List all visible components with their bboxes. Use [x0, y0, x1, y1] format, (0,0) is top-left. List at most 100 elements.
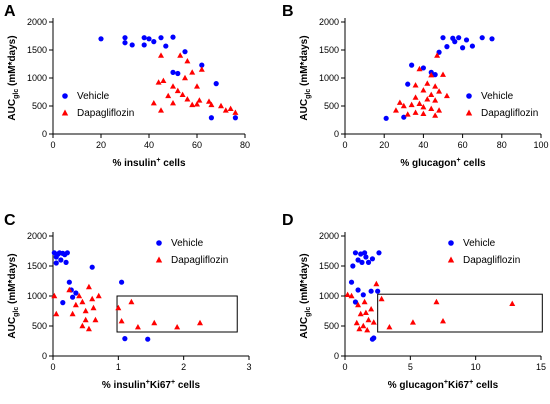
y-tick-label: 0 [42, 351, 47, 361]
legend-marker [448, 240, 454, 246]
data-point [194, 83, 200, 89]
data-point [79, 322, 86, 329]
data-point [373, 280, 380, 287]
data-point [412, 82, 419, 88]
y-tick-label: 0 [42, 129, 47, 139]
x-tick-label: 0 [342, 140, 347, 150]
data-point [189, 101, 196, 108]
data-point [376, 250, 382, 256]
data-point [196, 97, 203, 103]
data-point [53, 310, 60, 317]
data-point [352, 250, 359, 256]
data-point [115, 304, 122, 311]
legend-label: Dapagliflozin [463, 255, 520, 266]
data-point [361, 298, 368, 305]
data-point [122, 35, 128, 41]
x-tick-label: 3 [246, 362, 251, 372]
y-tick-label: 1500 [319, 261, 339, 271]
data-point [352, 299, 359, 305]
data-point [90, 304, 97, 311]
data-point [76, 292, 83, 299]
y-tick-label: 2000 [319, 231, 339, 241]
data-point [218, 102, 224, 109]
data-point [118, 318, 125, 324]
y-axis-label: AUCglc (mM*days) [299, 253, 312, 338]
data-point [344, 291, 351, 297]
data-point [420, 103, 427, 110]
x-tick-label: 15 [536, 362, 546, 372]
data-point [213, 81, 219, 87]
data-point [350, 263, 356, 269]
data-point [58, 257, 64, 263]
x-axis-label: % glucagon+ cells [400, 157, 486, 169]
highlight-box [377, 293, 543, 333]
data-point [98, 36, 104, 42]
y-tick-label: 1000 [319, 291, 339, 301]
legend-marker [61, 109, 69, 116]
data-point [434, 52, 441, 58]
data-point [165, 92, 172, 99]
data-point [151, 319, 158, 326]
legend-label: Dapagliflozin [77, 108, 134, 119]
data-point [227, 105, 234, 111]
data-point [179, 91, 186, 97]
data-point [119, 279, 125, 285]
data-point [129, 42, 135, 48]
data-point [409, 319, 416, 325]
data-point [355, 257, 361, 263]
data-point [72, 301, 79, 308]
data-point [177, 52, 184, 58]
data-point [197, 319, 203, 326]
data-point [170, 34, 176, 40]
data-point [66, 286, 73, 293]
data-point [92, 316, 99, 323]
data-point [440, 318, 446, 324]
data-point [175, 70, 181, 77]
data-point [432, 72, 438, 78]
data-point [158, 52, 164, 58]
data-point [182, 49, 188, 55]
data-point [85, 325, 92, 332]
data-point [358, 251, 364, 257]
data-point [443, 92, 450, 99]
x-tick-label: 100 [533, 140, 548, 150]
data-point [79, 298, 86, 305]
y-tick-label: 0 [334, 351, 339, 361]
data-point [420, 87, 427, 93]
y-tick-label: 1500 [27, 45, 47, 55]
y-axis-label: AUCglc (mM*days) [7, 253, 20, 338]
x-tick-label: 1 [116, 362, 121, 372]
x-tick-label: 5 [408, 362, 413, 372]
data-point [158, 107, 164, 113]
data-point [362, 250, 368, 256]
data-point [355, 287, 361, 293]
data-point [184, 58, 191, 64]
data-point [355, 301, 362, 308]
data-point [404, 111, 411, 117]
data-point [150, 100, 157, 106]
data-point [365, 259, 372, 265]
data-point [53, 260, 59, 266]
data-point [51, 250, 57, 256]
data-point [194, 101, 200, 107]
data-point [469, 43, 475, 49]
data-point [428, 105, 435, 111]
series-dapagliflozin [392, 52, 450, 118]
data-point [383, 115, 389, 121]
data-point [232, 109, 239, 115]
legend-marker [155, 256, 163, 263]
data-point [428, 72, 435, 78]
data-point [360, 322, 367, 329]
data-point [122, 336, 128, 342]
legend-label: Vehicle [77, 91, 110, 102]
data-point [66, 279, 72, 285]
data-point [420, 65, 426, 71]
data-point [64, 250, 70, 256]
data-point [401, 114, 407, 120]
data-point [416, 65, 423, 72]
data-point [359, 259, 365, 265]
y-tick-label: 500 [32, 321, 47, 331]
panel-b: B 0 500 1000 1500 2000 0 20 40 60 80 100 % glucagon+… [282, 3, 549, 169]
y-tick-label: 500 [324, 321, 339, 331]
